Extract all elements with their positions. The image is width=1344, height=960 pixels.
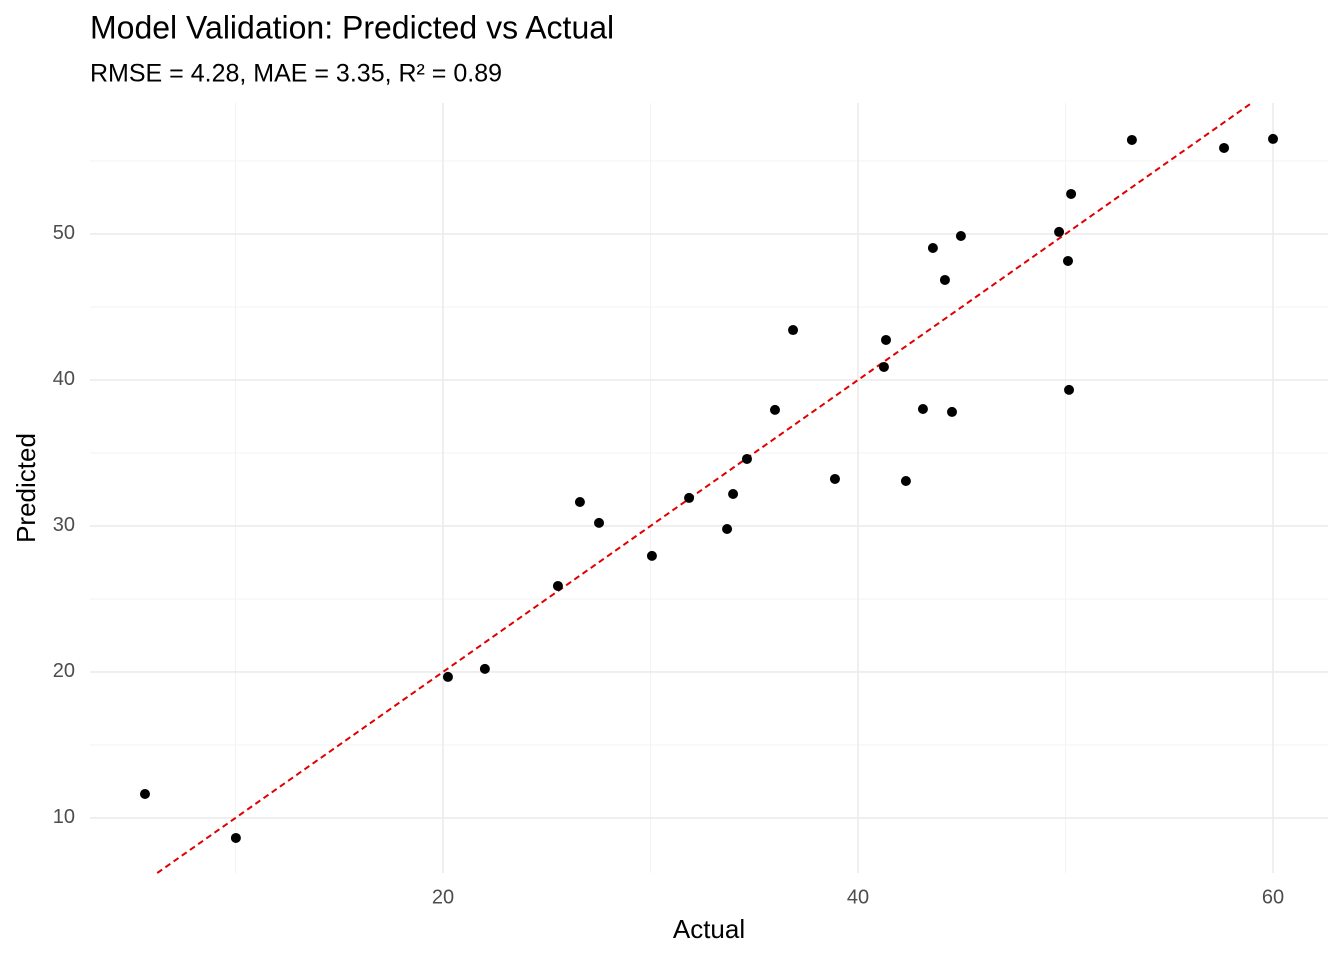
y-axis-title: Predicted bbox=[11, 433, 41, 543]
y-tick-label: 30 bbox=[53, 514, 75, 536]
point bbox=[927, 242, 938, 253]
point bbox=[769, 404, 780, 415]
x-tick-label: 60 bbox=[1262, 886, 1284, 908]
point bbox=[788, 325, 799, 336]
point bbox=[479, 663, 490, 674]
point bbox=[230, 832, 241, 843]
point bbox=[1062, 255, 1073, 266]
point bbox=[1268, 133, 1279, 144]
point bbox=[939, 274, 950, 285]
point bbox=[829, 473, 840, 484]
x-axis-title: Actual bbox=[673, 914, 745, 944]
point bbox=[917, 404, 928, 415]
point bbox=[955, 231, 966, 242]
reference-line bbox=[156, 102, 1253, 874]
point bbox=[684, 492, 695, 503]
point bbox=[722, 524, 733, 535]
point bbox=[1126, 134, 1137, 145]
point bbox=[1066, 188, 1077, 199]
x-tick-label: 20 bbox=[432, 886, 454, 908]
chart-title: Model Validation: Predicted vs Actual bbox=[90, 9, 614, 45]
point bbox=[728, 488, 739, 499]
point bbox=[1064, 384, 1075, 395]
chart-subtitle: RMSE = 4.28, MAE = 3.35, R² = 0.89 bbox=[90, 60, 502, 88]
point bbox=[646, 550, 657, 561]
point bbox=[594, 517, 605, 528]
point bbox=[946, 406, 957, 417]
point bbox=[1054, 226, 1065, 237]
y-tick-label: 50 bbox=[53, 222, 75, 244]
point bbox=[139, 789, 150, 800]
y-tick-label: 20 bbox=[53, 660, 75, 682]
point bbox=[741, 453, 752, 464]
point bbox=[442, 671, 453, 682]
point bbox=[1219, 142, 1230, 153]
point bbox=[881, 334, 892, 345]
point bbox=[552, 580, 563, 591]
point bbox=[574, 497, 585, 508]
point bbox=[878, 361, 889, 372]
y-tick-label: 40 bbox=[53, 368, 75, 390]
point bbox=[900, 475, 911, 486]
y-tick-label: 10 bbox=[53, 806, 75, 828]
x-tick-label: 40 bbox=[847, 886, 869, 908]
